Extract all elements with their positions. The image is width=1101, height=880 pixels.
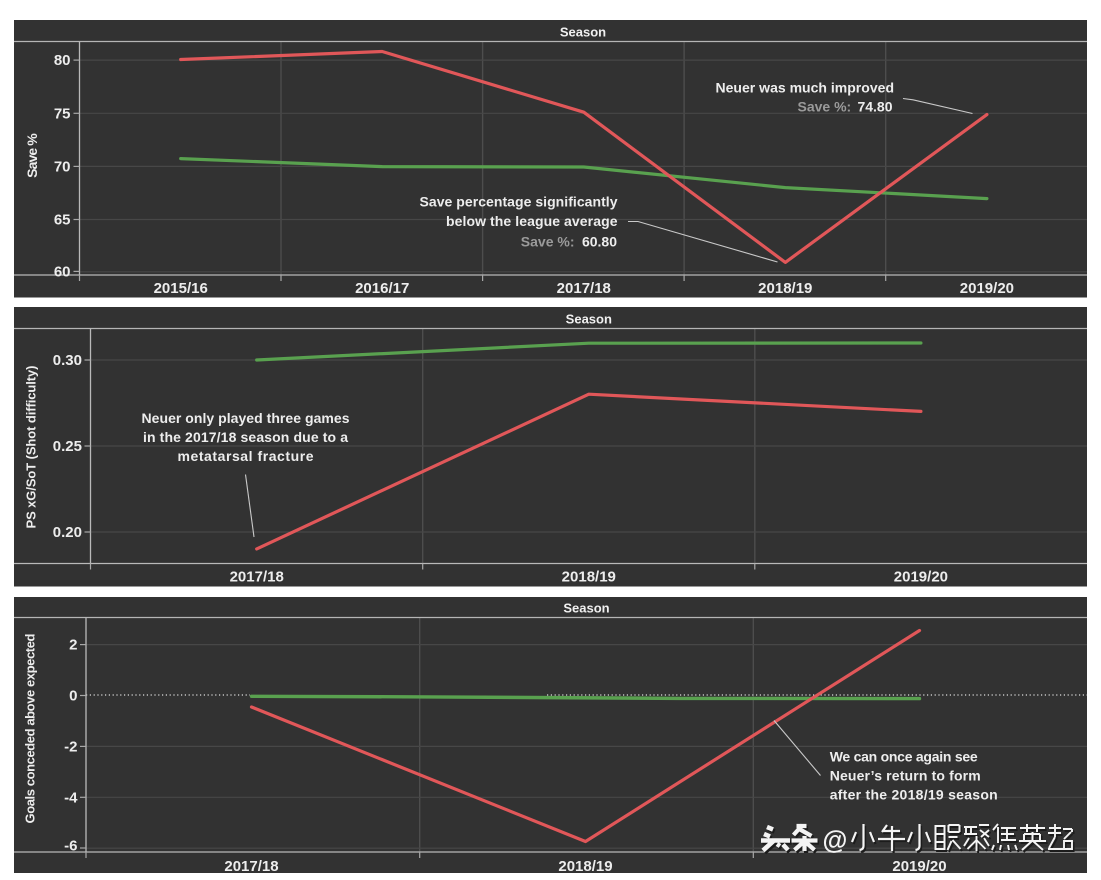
svg-text:Neuer was much improved: Neuer was much improved <box>716 80 895 96</box>
svg-text:PS xG/SoT (Shot difficulty): PS xG/SoT (Shot difficulty) <box>24 366 39 529</box>
svg-text:below the league average: below the league average <box>446 213 618 229</box>
svg-text:after the 2018/19 season: after the 2018/19 season <box>830 787 998 803</box>
svg-text:74.80: 74.80 <box>857 99 892 115</box>
svg-text:Save percentage significantly: Save percentage significantly <box>420 194 618 210</box>
svg-text:@: @ <box>823 827 848 855</box>
svg-text:80: 80 <box>54 52 71 69</box>
svg-text:2018/19: 2018/19 <box>562 568 616 585</box>
svg-text:0.30: 0.30 <box>53 352 82 369</box>
svg-text:Neuer only played three games: Neuer only played three games <box>142 410 350 426</box>
svg-text:Goals conceded above expected: Goals conceded above expected <box>23 633 38 823</box>
svg-text:2: 2 <box>69 637 77 654</box>
svg-text:70: 70 <box>54 158 71 175</box>
svg-text:2017/18: 2017/18 <box>224 858 278 875</box>
svg-text:2018/19: 2018/19 <box>558 858 612 875</box>
svg-text:metatarsal fracture: metatarsal fracture <box>178 448 314 464</box>
svg-text:-6: -6 <box>64 838 77 855</box>
svg-text:0.25: 0.25 <box>53 438 82 455</box>
svg-text:Season: Season <box>566 312 612 327</box>
svg-text:60: 60 <box>54 263 71 280</box>
svg-text:0: 0 <box>69 688 77 705</box>
svg-text:Season: Season <box>560 25 606 40</box>
svg-text:in the 2017/18 season due to a: in the 2017/18 season due to a <box>143 429 348 445</box>
svg-text:0.20: 0.20 <box>53 524 82 541</box>
svg-text:-4: -4 <box>64 789 78 806</box>
svg-text:60.80: 60.80 <box>582 233 617 249</box>
svg-text:2019/20: 2019/20 <box>894 568 948 585</box>
svg-text:-2: -2 <box>64 738 77 755</box>
svg-text:We can once again see: We can once again see <box>830 749 978 765</box>
svg-text:2016/17: 2016/17 <box>355 280 409 297</box>
svg-text:Save %:: Save %: <box>797 99 851 115</box>
svg-text:65: 65 <box>54 212 71 229</box>
svg-text:75: 75 <box>54 105 71 122</box>
svg-text:Save %: Save % <box>24 133 40 178</box>
svg-text:2019/20: 2019/20 <box>960 280 1014 297</box>
svg-text:Neuer’s return to form: Neuer’s return to form <box>830 768 981 784</box>
svg-text:Save %:: Save %: <box>521 233 575 249</box>
svg-text:2017/18: 2017/18 <box>557 280 611 297</box>
svg-text:2015/16: 2015/16 <box>154 280 208 297</box>
svg-text:2017/18: 2017/18 <box>230 568 284 585</box>
svg-text:Season: Season <box>563 601 609 616</box>
svg-text:2018/19: 2018/19 <box>758 280 812 297</box>
svg-text:2019/20: 2019/20 <box>892 858 946 875</box>
